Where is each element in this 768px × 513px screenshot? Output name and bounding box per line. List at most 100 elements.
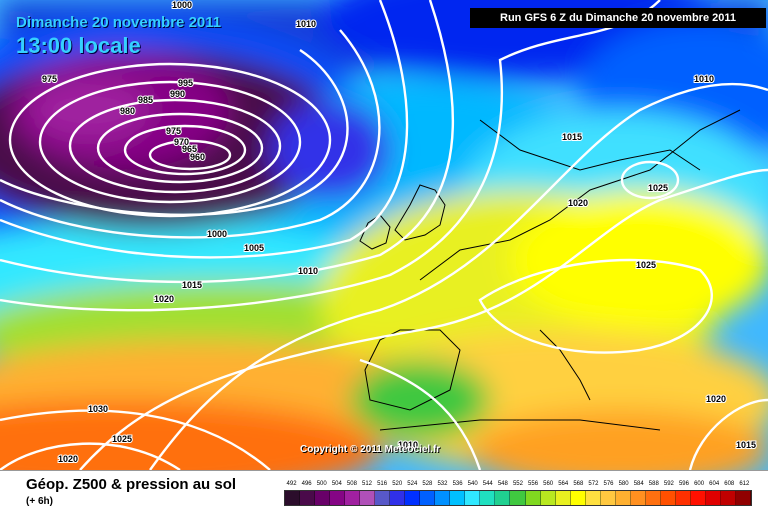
color-scale-bar bbox=[284, 490, 752, 506]
isobar-label: 990 bbox=[170, 89, 185, 99]
scale-color-swatch bbox=[615, 491, 631, 505]
scale-value-label: 580 bbox=[618, 481, 629, 487]
scale-color-swatch bbox=[375, 491, 391, 505]
scale-value-label: 568 bbox=[573, 481, 584, 487]
isobar-label: 980 bbox=[120, 106, 135, 116]
forecast-date: Dimanche 20 novembre 2011 bbox=[16, 14, 222, 31]
scale-value-label: 524 bbox=[407, 481, 418, 487]
scale-color-swatch bbox=[390, 491, 406, 505]
isobar-985 bbox=[8, 62, 332, 218]
scale-value-label: 496 bbox=[301, 481, 312, 487]
scale-color-swatch bbox=[540, 491, 556, 505]
scale-color-swatch bbox=[450, 491, 466, 505]
scale-value-label: 564 bbox=[558, 481, 569, 487]
forecast-time: 13:00 locale bbox=[16, 33, 141, 58]
north-africa-coast bbox=[379, 419, 661, 431]
scale-value-label: 604 bbox=[709, 481, 720, 487]
scale-color-swatch bbox=[465, 491, 481, 505]
scale-color-swatch bbox=[300, 491, 316, 505]
scale-value-label: 516 bbox=[377, 481, 388, 487]
scale-color-swatch bbox=[705, 491, 721, 505]
color-scale-labels: 492 496 500 504 508 512 516 520 524 528 532 536 540 5… bbox=[284, 478, 752, 490]
isobar-label: 1005 bbox=[244, 243, 264, 253]
isobar-1025-north bbox=[620, 160, 680, 200]
scale-value-label: 608 bbox=[724, 481, 735, 487]
isobar-1015-south bbox=[359, 358, 482, 470]
isobar-label: 1020 bbox=[568, 198, 588, 208]
scale-value-label: 528 bbox=[422, 481, 433, 487]
scale-value-label: 532 bbox=[437, 481, 448, 487]
scale-value-label: 572 bbox=[588, 481, 599, 487]
scale-value-label: 500 bbox=[316, 481, 327, 487]
legend-subtitle: (+ 6h) bbox=[26, 496, 53, 507]
scale-value-label: 596 bbox=[678, 481, 689, 487]
model-run-info: Run GFS 6 Z du Dimanche 20 novembre 2011 bbox=[470, 8, 766, 28]
scale-value-label: 600 bbox=[694, 481, 705, 487]
isobar-label: 975 bbox=[42, 74, 57, 84]
isobar-label: 985 bbox=[138, 95, 153, 105]
isobar-1020 bbox=[79, 168, 768, 470]
isobar-label: 965 bbox=[182, 144, 197, 154]
scale-color-swatch bbox=[345, 491, 361, 505]
scale-color-swatch bbox=[495, 491, 511, 505]
isobar-975 bbox=[68, 98, 282, 194]
isobar-label: 975 bbox=[166, 126, 181, 136]
scale-color-swatch bbox=[330, 491, 346, 505]
scale-color-swatch bbox=[525, 491, 541, 505]
scale-color-swatch bbox=[675, 491, 691, 505]
isobar-label: 1030 bbox=[88, 404, 108, 414]
scale-color-swatch bbox=[555, 491, 571, 505]
geopotential-field bbox=[0, 0, 768, 470]
scale-color-swatch bbox=[285, 491, 301, 505]
isobar-label: 1020 bbox=[706, 394, 726, 404]
isobar-990 bbox=[0, 49, 349, 217]
isobar-1030 bbox=[0, 409, 271, 470]
isobar-965 bbox=[123, 124, 247, 176]
scale-value-label: 588 bbox=[648, 481, 659, 487]
isobar-1000 bbox=[0, 0, 409, 259]
scale-value-label: 548 bbox=[497, 481, 508, 487]
scale-value-label: 536 bbox=[452, 481, 463, 487]
isobars bbox=[0, 0, 768, 470]
isobar-label: 1000 bbox=[207, 229, 227, 239]
isobar-label: 995 bbox=[178, 78, 193, 88]
isobar-970 bbox=[96, 112, 264, 184]
coastlines bbox=[359, 109, 741, 431]
italy-outline bbox=[539, 329, 591, 401]
isobar-label: 1010 bbox=[296, 19, 316, 29]
scandinavia-coast bbox=[479, 119, 701, 171]
scale-color-swatch bbox=[660, 491, 676, 505]
isobar-label: 1010 bbox=[694, 74, 714, 84]
scale-color-swatch bbox=[315, 491, 331, 505]
isobar-label: 1025 bbox=[636, 260, 656, 270]
scale-color-swatch bbox=[645, 491, 661, 505]
scale-value-label: 576 bbox=[603, 481, 614, 487]
copyright-notice: Copyright © 2011 Meteociel.fr bbox=[300, 444, 441, 455]
scale-value-label: 508 bbox=[346, 481, 357, 487]
scale-value-label: 552 bbox=[512, 481, 523, 487]
scale-value-label: 556 bbox=[528, 481, 539, 487]
isobar-1025-southwest bbox=[0, 442, 181, 470]
isobar-label: 1020 bbox=[154, 294, 174, 304]
scale-color-swatch bbox=[480, 491, 496, 505]
isobar-label: 1000 bbox=[172, 0, 192, 10]
scale-color-swatch bbox=[435, 491, 451, 505]
isobar-label: 1015 bbox=[562, 132, 582, 142]
scale-value-label: 584 bbox=[633, 481, 644, 487]
isobar-label: 1010 bbox=[398, 440, 418, 450]
color-scale: 492 496 500 504 508 512 516 520 524 528 532 536 540 5… bbox=[284, 478, 752, 506]
isobar-label: 1025 bbox=[648, 183, 668, 193]
ireland-outline bbox=[359, 214, 391, 250]
scale-color-swatch bbox=[510, 491, 526, 505]
isobar-label: 1020 bbox=[58, 454, 78, 464]
scale-value-label: 560 bbox=[543, 481, 554, 487]
isobar-labels: 1000 975 995 990 985 980 975 970 965 960… bbox=[41, 0, 757, 465]
isobar-label: 960 bbox=[190, 152, 205, 162]
isobar-label: 1025 bbox=[112, 434, 132, 444]
isobar-1025-central bbox=[478, 258, 713, 354]
scale-value-label: 512 bbox=[362, 481, 373, 487]
forecast-map: 1000 975 995 990 985 980 975 970 965 960… bbox=[0, 0, 768, 470]
isobar-960 bbox=[148, 139, 232, 171]
legend-title: Géop. Z500 & pression au sol bbox=[26, 476, 237, 493]
